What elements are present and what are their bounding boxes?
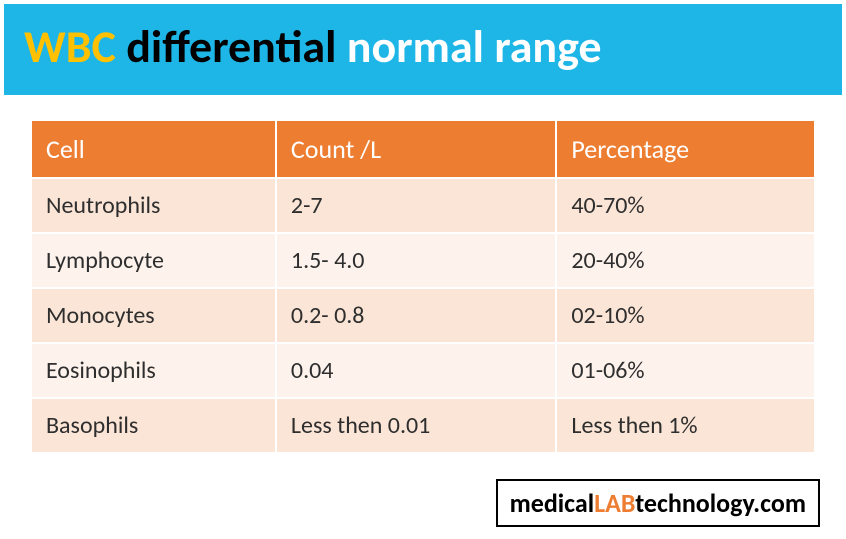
table-cell: Less then 1% bbox=[556, 398, 815, 453]
table-cell: Eosinophils bbox=[31, 343, 276, 398]
title-part-2: differential bbox=[126, 19, 336, 75]
table-cell: 20-40% bbox=[556, 233, 815, 288]
table-cell: 0.04 bbox=[276, 343, 556, 398]
title-part-1: WBC bbox=[24, 19, 126, 75]
table-row: Neutrophils2-740-70% bbox=[31, 178, 815, 233]
table-cell: 1.5- 4.0 bbox=[276, 233, 556, 288]
col-count: Count /L bbox=[276, 120, 556, 178]
title-part-3: normal range bbox=[336, 19, 601, 75]
footer-part-1: medical bbox=[510, 487, 595, 519]
footer-credit: medicalLABtechnology.com bbox=[496, 479, 820, 527]
table-cell: Less then 0.01 bbox=[276, 398, 556, 453]
table-cell: 01-06% bbox=[556, 343, 815, 398]
col-percentage: Percentage bbox=[556, 120, 815, 178]
table-cell: 2-7 bbox=[276, 178, 556, 233]
title-text: WBC differential normal range bbox=[24, 22, 822, 73]
table-cell: Basophils bbox=[31, 398, 276, 453]
table-row: BasophilsLess then 0.01Less then 1% bbox=[31, 398, 815, 453]
title-banner: WBC differential normal range bbox=[4, 4, 842, 95]
table-cell: 0.2- 0.8 bbox=[276, 288, 556, 343]
table-cell: Neutrophils bbox=[31, 178, 276, 233]
col-cell: Cell bbox=[31, 120, 276, 178]
table-container: Cell Count /L Percentage Neutrophils2-74… bbox=[30, 119, 816, 454]
table-row: Lymphocyte1.5- 4.020-40% bbox=[31, 233, 815, 288]
table-cell: 02-10% bbox=[556, 288, 815, 343]
table-row: Eosinophils0.0401-06% bbox=[31, 343, 815, 398]
table-cell: Monocytes bbox=[31, 288, 276, 343]
footer-part-3: technology.com bbox=[635, 487, 806, 519]
table-cell: Lymphocyte bbox=[31, 233, 276, 288]
wbc-table: Cell Count /L Percentage Neutrophils2-74… bbox=[30, 119, 816, 454]
table-header-row: Cell Count /L Percentage bbox=[31, 120, 815, 178]
footer-part-2: LAB bbox=[594, 487, 635, 519]
table-cell: 40-70% bbox=[556, 178, 815, 233]
table-body: Neutrophils2-740-70%Lymphocyte1.5- 4.020… bbox=[31, 178, 815, 453]
table-row: Monocytes0.2- 0.802-10% bbox=[31, 288, 815, 343]
